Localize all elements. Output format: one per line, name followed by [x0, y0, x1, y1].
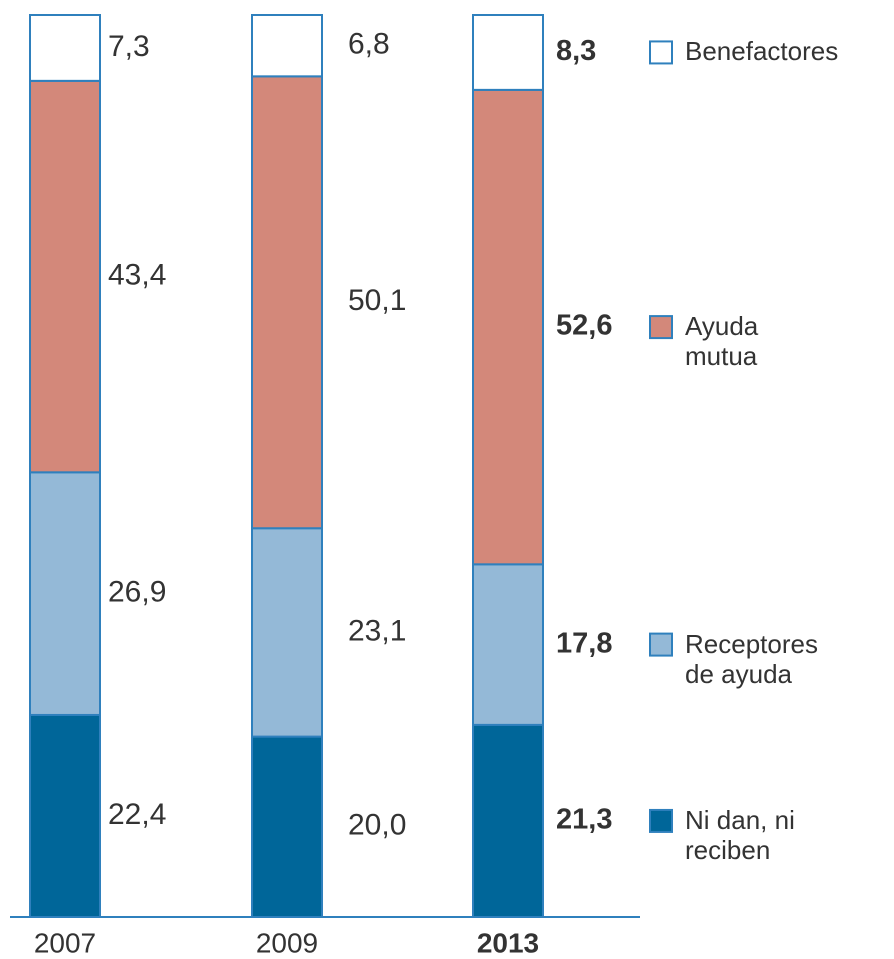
- bar-segment: [251, 735, 323, 918]
- legend-label: Benefactores: [685, 36, 839, 67]
- x-tick-label: 2009: [256, 927, 318, 958]
- value-label: 20,0: [348, 809, 406, 842]
- bar-segment: [29, 471, 101, 716]
- value-label: 23,1: [348, 614, 406, 647]
- bar-segment: [251, 14, 323, 78]
- bar-segment: [29, 79, 101, 474]
- bar-segment: [29, 713, 101, 919]
- value-label: 50,1: [348, 284, 406, 317]
- legend-label: Ni dan, ni reciben: [685, 804, 795, 865]
- legend-label: Receptores de ayuda: [685, 628, 818, 689]
- value-label: 17,8: [556, 627, 612, 659]
- bar-segment: [251, 527, 323, 738]
- value-label: 21,3: [556, 804, 612, 836]
- value-label: 22,4: [108, 798, 166, 831]
- bar-segment: [472, 563, 544, 726]
- legend-label: Ayuda mutua: [685, 311, 759, 372]
- value-label: 26,9: [108, 576, 166, 609]
- bar-segment: [472, 14, 544, 91]
- legend-swatch: [649, 632, 673, 657]
- value-label: 43,4: [108, 259, 166, 292]
- legend-swatch: [649, 808, 673, 833]
- value-label: 8,3: [556, 35, 596, 67]
- bar-segment: [472, 88, 544, 566]
- bar-segment: [29, 14, 101, 82]
- x-tick-label: 2007: [34, 927, 96, 958]
- legend-swatch: [649, 315, 673, 340]
- value-label: 7,3: [108, 30, 150, 63]
- x-tick-label: 2013: [477, 927, 539, 958]
- value-label: 6,8: [348, 28, 390, 61]
- bar-segment: [472, 723, 544, 919]
- bar-segment: [251, 75, 323, 530]
- legend-swatch: [649, 40, 673, 65]
- value-label: 52,6: [556, 310, 612, 342]
